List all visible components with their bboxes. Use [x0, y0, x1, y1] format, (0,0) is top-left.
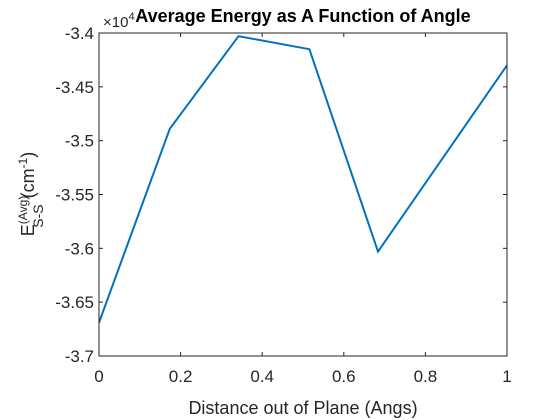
y-tick-label: -3.55: [55, 186, 94, 205]
x-tick-label: 1: [502, 367, 511, 386]
x-tick-label: 0.4: [250, 367, 274, 386]
x-tick-label: 0: [94, 367, 103, 386]
plot-background: [99, 33, 507, 356]
y-multiplier: ×104: [103, 11, 135, 31]
y-tick-label: -3.4: [65, 24, 94, 43]
x-tick-label: 0.8: [414, 367, 438, 386]
x-tick-label: 0.6: [332, 367, 356, 386]
x-axis-label: Distance out of Plane (Angs): [188, 398, 417, 418]
y-tick-label: -3.6: [65, 239, 94, 258]
chart-title: Average Energy as A Function of Angle: [135, 6, 470, 26]
series-line-0: [98, 35, 508, 323]
y-tick-label: -3.45: [55, 78, 94, 97]
y-tick-label: -3.5: [65, 132, 94, 151]
y-axis-label: E(Avg)S-S(cm-1): [16, 152, 46, 236]
y-tick-label: -3.65: [55, 293, 94, 312]
y-axis-ticks: -3.4 -3.45 -3.5 -3.55 -3.6 -3.65 -3.7: [55, 24, 507, 366]
series-layer: [98, 35, 508, 323]
y-tick-label: -3.7: [65, 347, 94, 366]
x-axis-ticks: 0 0.2 0.4 0.6 0.8 1: [94, 33, 512, 386]
x-tick-label: 0.2: [169, 367, 193, 386]
plot-frame: [98, 32, 508, 357]
